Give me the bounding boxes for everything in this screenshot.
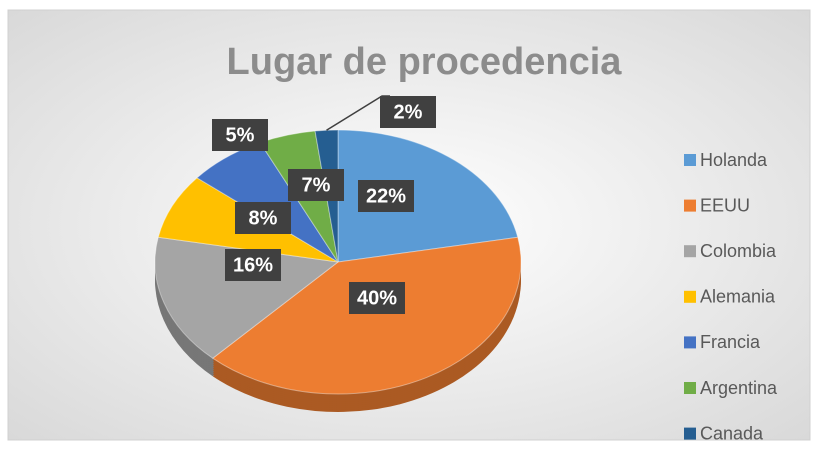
data-label: 2% (394, 101, 423, 123)
label-box (235, 202, 291, 234)
data-label: 40% (357, 287, 397, 309)
slice (154, 236, 340, 359)
legend-swatch (684, 382, 696, 394)
label-box (380, 96, 436, 128)
data-label: 5% (226, 124, 255, 146)
legend-swatch (684, 427, 696, 440)
legend-label: Canada (700, 423, 764, 443)
label-box (212, 119, 268, 151)
data-label: 8% (249, 207, 278, 229)
data-label: 22% (366, 185, 406, 207)
chart-title: Lugar de procedencia (227, 41, 623, 83)
legend-label: EEUU (700, 195, 750, 215)
legend-label: Colombia (700, 241, 777, 261)
label-box (288, 169, 344, 201)
label-box (225, 249, 281, 281)
legend-swatch (684, 336, 696, 349)
legend-label: Alemania (700, 287, 776, 307)
data-label: 16% (233, 254, 273, 276)
legend-label: Argentina (700, 378, 778, 398)
legend-label: Holanda (700, 150, 768, 170)
legend-swatch (684, 154, 696, 166)
data-label: 7% (302, 174, 331, 196)
legend-swatch (684, 245, 696, 258)
slice (211, 236, 522, 395)
slice (337, 129, 519, 263)
legend-label: Francia (700, 332, 761, 352)
legend-swatch (684, 290, 696, 303)
label-box (358, 180, 414, 212)
legend-swatch (684, 199, 696, 212)
label-box (349, 282, 405, 314)
